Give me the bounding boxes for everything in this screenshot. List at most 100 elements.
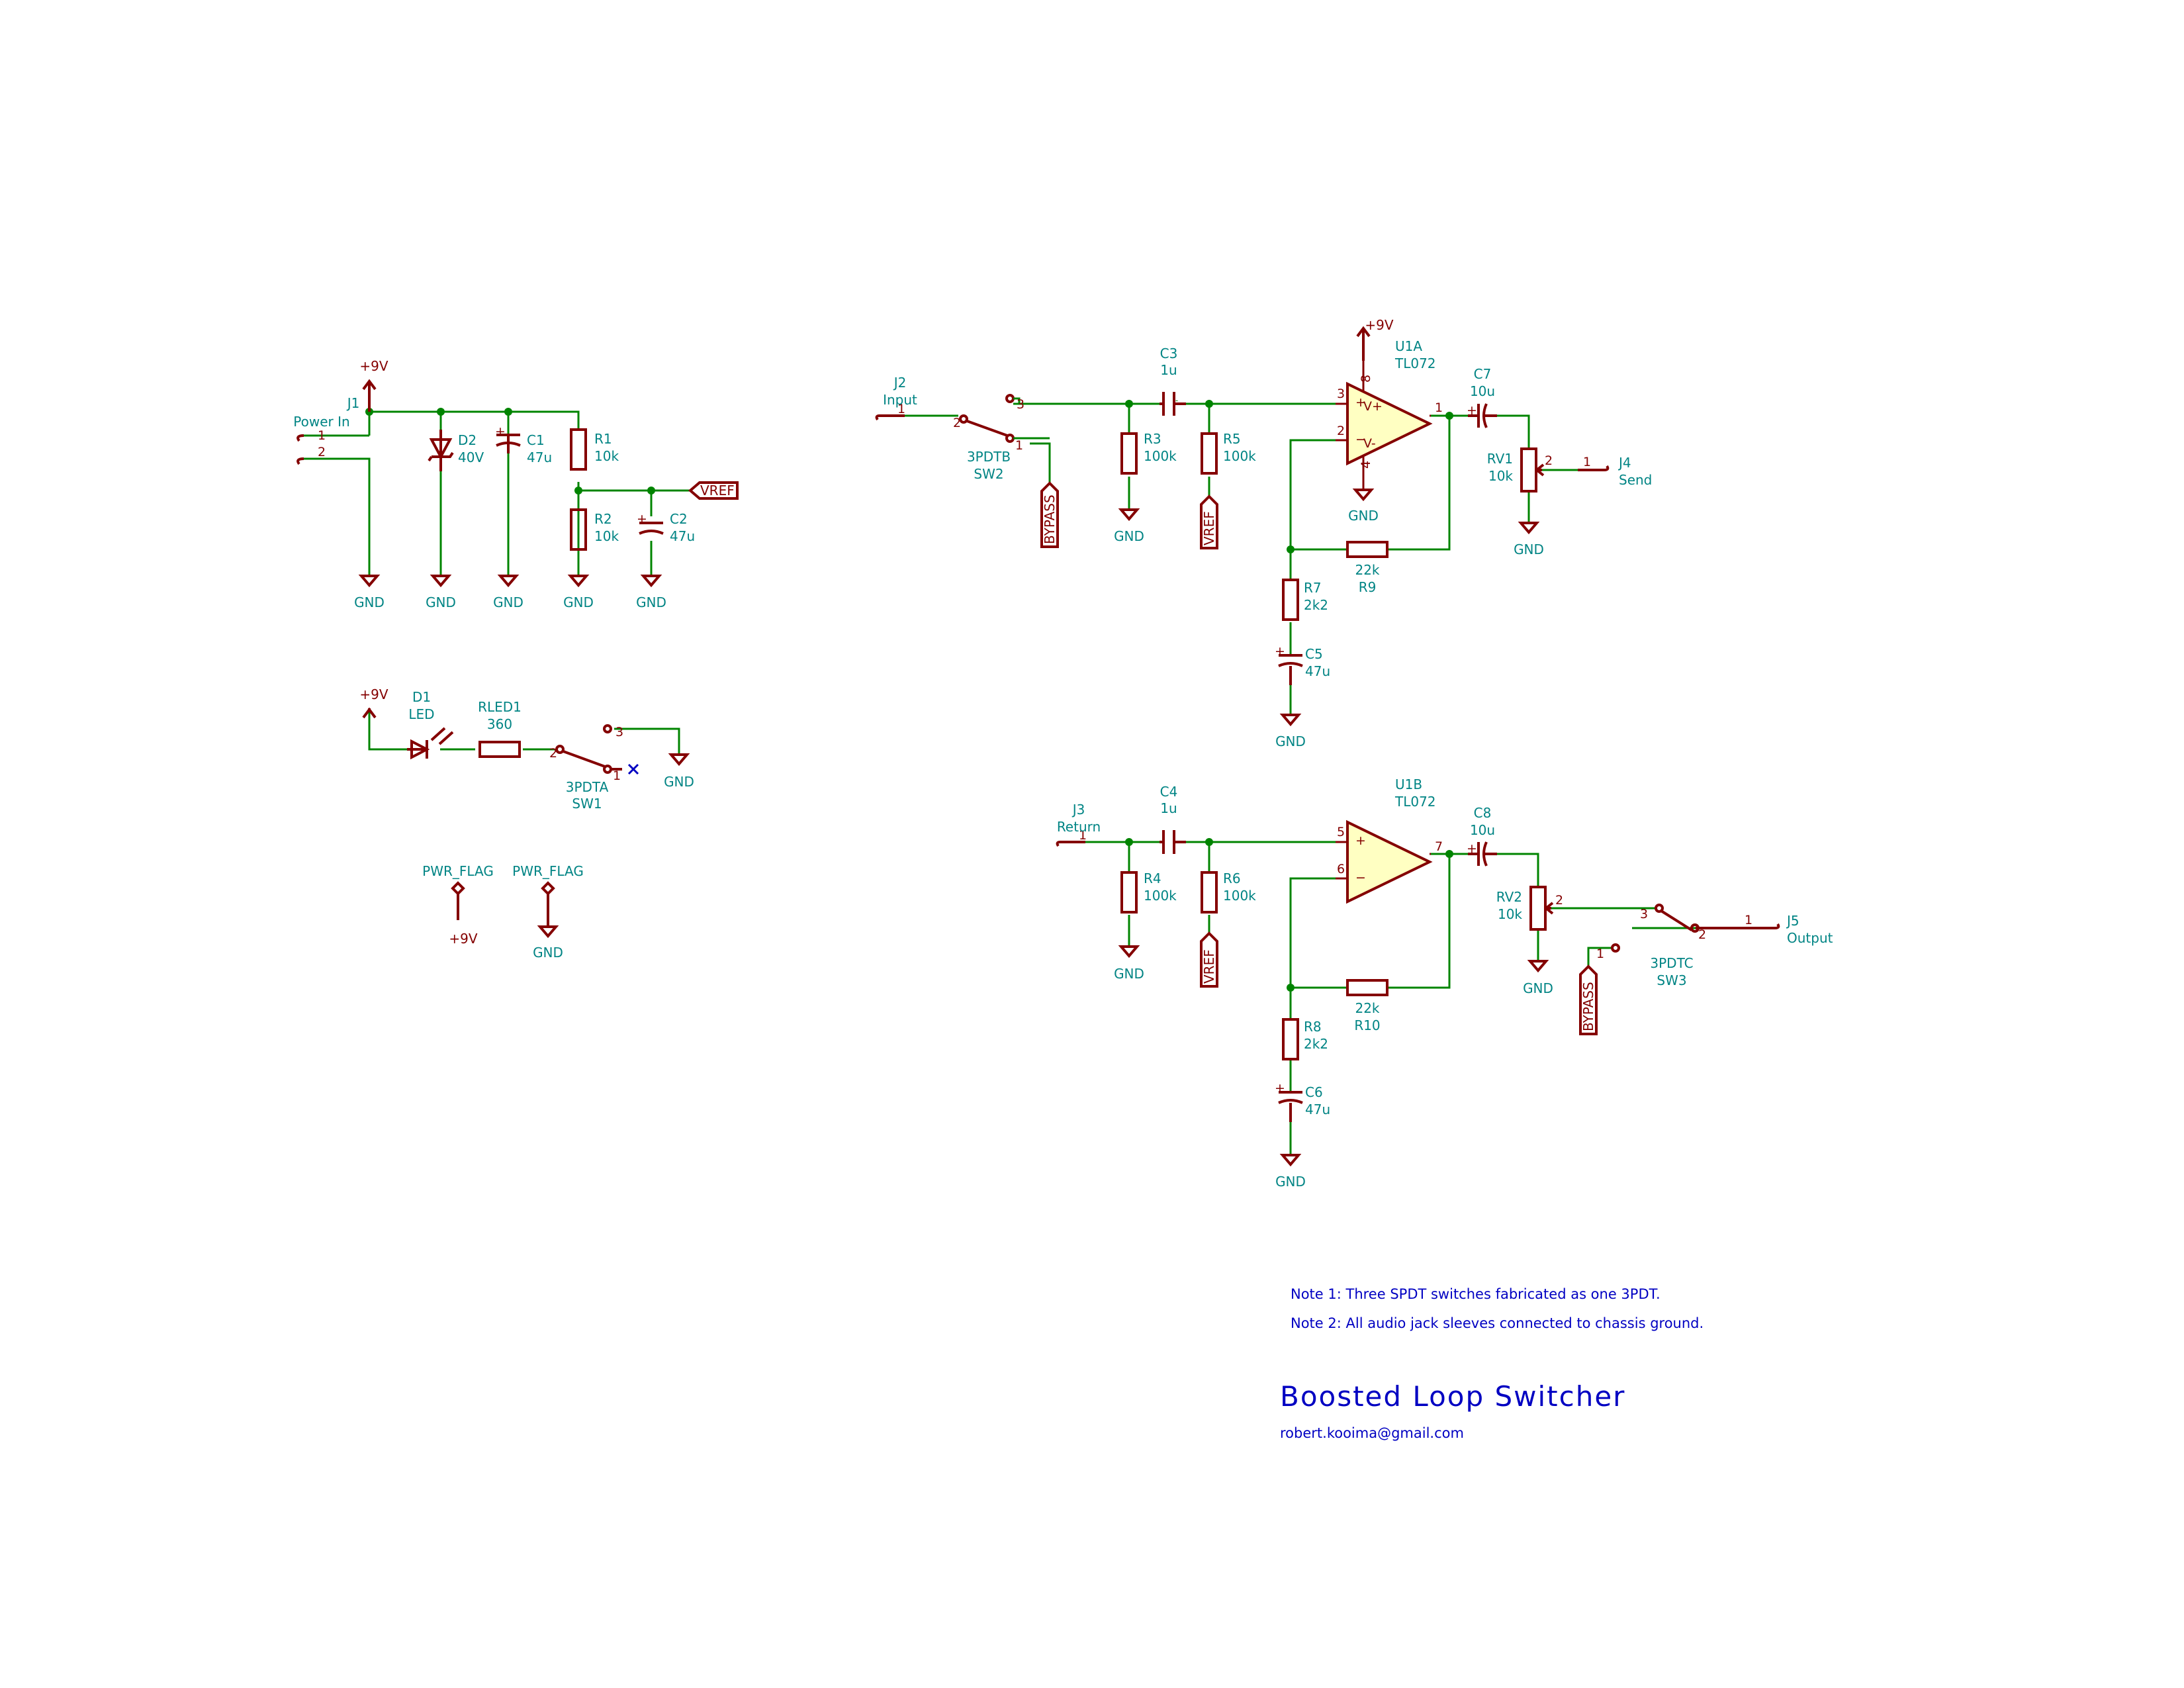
svg-text:1: 1 [1015,438,1023,453]
resistor-R10: 22k R10 [1346,979,1388,1033]
svg-text:10u: 10u [1470,822,1495,838]
svg-text:GND: GND [1275,1174,1306,1190]
gnd-symbols-power: GND GND GND GND GND [354,575,666,610]
capacitor-C5: + C5 47u GND [1275,644,1330,749]
resistor-R7: R7 2k2 [1282,579,1328,621]
svg-text:10k: 10k [1498,906,1522,922]
potentiometer-RV2: 2 RV2 10k GND [1496,886,1563,996]
svg-text:+9V: +9V [449,931,477,947]
svg-text:10k: 10k [594,528,619,544]
svg-text:3PDTC: 3PDTC [1650,955,1693,971]
svg-text:3PDTA: 3PDTA [566,779,609,795]
capacitor-C2: + C2 47u [637,511,695,544]
svg-text:SW1: SW1 [572,796,602,812]
led-indicator-section: +9V D1 LED RLED1 360 2 3 1 3PDTA SW1 [359,686,694,812]
svg-text:J5: J5 [1786,913,1799,929]
svg-text:2: 2 [1555,893,1563,908]
svg-text:U1B: U1B [1395,776,1422,792]
svg-text:RLED1: RLED1 [478,699,522,715]
svg-text:2k2: 2k2 [1304,597,1328,613]
svg-text:U1A: U1A [1395,338,1422,354]
bypass-switch-SW3: 3 1 2 3PDTC SW3 [1596,904,1706,988]
title-block: Boosted Loop Switcher robert.kooima@gmai… [1280,1380,1624,1441]
svg-text:GND: GND [1114,528,1144,544]
svg-text:+: + [495,424,506,439]
svg-text:R5: R5 [1223,431,1241,447]
svg-text:R9: R9 [1359,579,1377,595]
bypass-switch-SW2: 2 3 1 3PDTB SW2 [953,394,1050,482]
resistor-R5: R5 100k VREF [1200,431,1256,549]
svg-text:1: 1 [1745,913,1752,927]
svg-text:10k: 10k [1488,468,1513,484]
svg-text:360: 360 [487,716,512,732]
switch-SW1: 2 3 1 3PDTA SW1 [549,724,639,812]
note-1: Note 1: Three SPDT switches fabricated a… [1291,1286,1661,1302]
svg-text:GND: GND [1523,980,1553,996]
svg-text:2: 2 [1698,927,1706,942]
svg-text:SW2: SW2 [974,466,1003,482]
output-jack-J5: 1 J5 Output [1696,913,1833,946]
svg-text:100k: 100k [1144,888,1177,904]
svg-text:GND: GND [1514,541,1544,557]
svg-text:100k: 100k [1223,448,1256,464]
capacitor-C3: C3 1u [1160,346,1186,416]
input-jack-J2: 1 J2 Input [875,375,917,421]
svg-text:GND: GND [1348,508,1379,524]
svg-text:TL072: TL072 [1394,355,1436,371]
svg-text:GND: GND [533,945,563,961]
resistor-R3: R3 100k GND [1114,431,1177,544]
svg-text:D2: D2 [458,432,477,448]
power-in-jack-J1: 1 2 J1 Power In [293,395,359,465]
resistor-R8: R8 2k2 [1282,1018,1328,1060]
svg-text:C4: C4 [1160,784,1178,800]
svg-text:3PDTB: 3PDTB [967,449,1011,465]
svg-text:1: 1 [1079,828,1087,843]
svg-text:+: + [1275,1081,1285,1096]
svg-text:R2: R2 [594,511,612,527]
svg-text:PWR_FLAG: PWR_FLAG [512,863,584,879]
svg-text:C5: C5 [1305,646,1323,662]
svg-text:BYPASS: BYPASS [1042,494,1058,544]
svg-text:R10: R10 [1354,1017,1380,1033]
resistor-R4: R4 100k GND [1114,870,1177,982]
svg-text:GND: GND [354,594,385,610]
svg-text:GND: GND [1114,966,1144,982]
svg-text:7: 7 [1435,839,1443,854]
capacitor-C6: + C6 47u GND [1275,1081,1330,1190]
power-flags: PWR_FLAG +9V PWR_FLAG GND [422,863,584,961]
svg-text:J2: J2 [893,375,907,391]
svg-text:10k: 10k [594,448,619,464]
svg-text:Send: Send [1619,472,1652,488]
author-email: robert.kooima@gmail.com [1280,1425,1464,1441]
svg-text:1: 1 [1596,947,1604,961]
svg-text:5: 5 [1337,825,1345,839]
svg-text:+: + [637,512,647,526]
svg-text:1: 1 [1583,455,1591,469]
svg-text:R3: R3 [1144,431,1161,447]
svg-text:GND: GND [426,594,456,610]
opamp-U1B: + − 5 6 7 U1B TL072 [1336,776,1443,904]
power-supply-section: 1 2 J1 Power In +9V D2 40V + C1 47u R1 1… [293,358,739,610]
led-D1: D1 LED [407,689,454,760]
svg-text:+9V: +9V [359,358,388,374]
vref-global-label: VREF [688,481,739,500]
svg-text:−: − [1355,870,1366,885]
svg-text:47u: 47u [1305,663,1330,679]
svg-text:3: 3 [1017,397,1024,412]
svg-text:100k: 100k [1144,448,1177,464]
power-9v-symbol-led: +9V [359,686,388,719]
svg-text:+: + [1275,644,1285,659]
svg-text:22k: 22k [1355,562,1379,578]
svg-text:C2: C2 [670,511,688,527]
svg-text:GND: GND [664,774,694,790]
gnd-symbol-led: GND [664,753,694,790]
svg-text:VREF: VREF [1201,949,1217,984]
svg-text:+: + [1355,833,1366,848]
svg-text:2: 2 [1337,424,1345,438]
svg-text:1: 1 [1435,400,1443,415]
capacitor-C1: + C1 47u [495,424,552,465]
svg-text:2k2: 2k2 [1304,1036,1328,1052]
resistor-R6: R6 100k VREF [1200,870,1256,988]
svg-text:Return: Return [1057,819,1101,835]
